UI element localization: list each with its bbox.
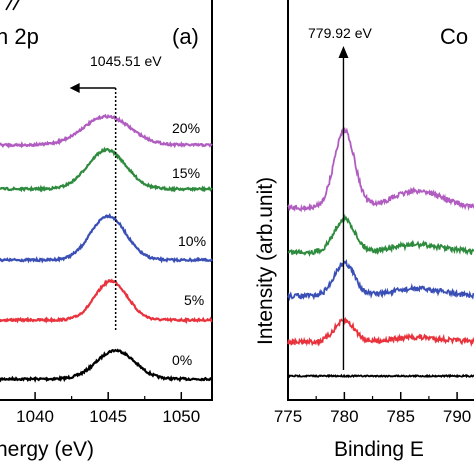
right-x-axis-title: Binding E <box>334 438 424 461</box>
left-x-ticks: 1040 1045 1050 <box>16 392 200 426</box>
right-series-5pct <box>287 316 474 348</box>
left-peak-marker-arrowhead <box>69 83 80 93</box>
left-panel: (a) n 2p 0% 5% 10% 15% 20% 1040 1045 1050 1045… <box>0 0 213 461</box>
right-series-0pct <box>287 373 474 379</box>
left-x-tick-label: 1045 <box>89 407 127 426</box>
right-panel-frame <box>287 0 474 401</box>
right-curves <box>287 127 474 379</box>
left-series-label: n 2p <box>0 24 39 49</box>
right-series-10pct <box>287 258 474 302</box>
right-x-tick-label: 780 <box>330 407 358 426</box>
left-series-labels: 0% 5% 10% 15% 20% <box>172 120 206 368</box>
left-series-15pct <box>0 146 213 193</box>
right-panel-tag: Co <box>440 24 468 49</box>
left-series-label-3: 15% <box>172 165 200 181</box>
left-x-axis-title: nergy (eV) <box>0 438 94 461</box>
left-series-5pct <box>0 278 213 325</box>
right-peak-marker-label: 779.92 eV <box>308 25 372 41</box>
left-series-10pct <box>0 212 213 264</box>
right-x-ticks: 775 780 785 790 <box>274 392 471 426</box>
right-peak-marker-arrowhead <box>338 46 349 58</box>
left-panel-frame <box>0 0 213 401</box>
left-x-tick-label: 1040 <box>16 407 54 426</box>
right-y-axis-title: Intensity (arb.unit) <box>254 177 277 345</box>
left-series-label-0: 0% <box>172 352 192 368</box>
left-series-label-4: 20% <box>172 120 200 136</box>
left-series-label-2: 10% <box>178 233 206 249</box>
right-series-20pct <box>287 127 474 213</box>
left-panel-tag: (a) <box>172 24 199 49</box>
right-x-tick-label: 790 <box>443 407 471 426</box>
left-curves <box>0 113 213 383</box>
right-x-tick-label: 785 <box>387 407 415 426</box>
right-panel: Co 775 780 785 790 779.92 eV Intensity (arb… <box>254 0 474 461</box>
left-series-0pct <box>0 348 213 383</box>
right-x-tick-label: 775 <box>274 407 302 426</box>
left-series-label-1: 5% <box>184 292 204 308</box>
right-series-15pct <box>287 213 474 257</box>
left-peak-marker-label: 1045.51 eV <box>90 53 162 69</box>
left-series-20pct <box>0 113 213 149</box>
left-axis-break <box>5 0 20 11</box>
left-x-tick-label: 1050 <box>162 407 200 426</box>
